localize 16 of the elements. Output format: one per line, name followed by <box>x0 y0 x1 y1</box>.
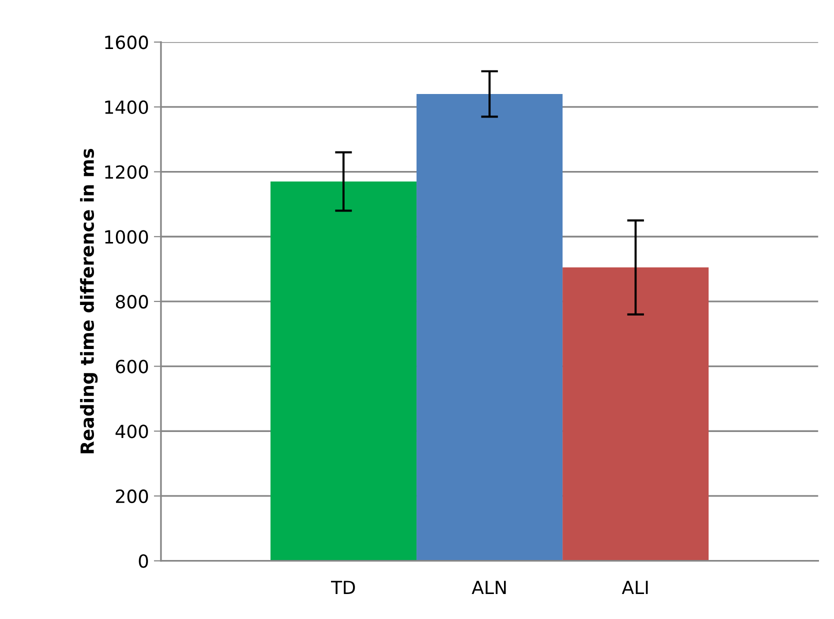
y-tick-label: 600 <box>116 360 148 374</box>
y-tick-label: 0 <box>138 554 148 568</box>
bar <box>562 267 709 561</box>
x-tick-label: TD <box>330 580 355 594</box>
y-tick-label: 1000 <box>105 230 148 244</box>
y-tick-label: 200 <box>116 489 148 504</box>
x-tick-label: ALI <box>622 580 648 594</box>
y-tick-label: 800 <box>116 294 148 309</box>
y-tick-label: 400 <box>116 424 148 438</box>
y-axis-title: Reading time difference in ms <box>80 148 98 454</box>
y-tick-label: 1600 <box>105 36 148 50</box>
y-tick-label: 1400 <box>105 100 148 114</box>
y-tick-label: 1200 <box>105 165 148 179</box>
x-tick-label: ALN <box>472 580 506 594</box>
bar <box>270 182 417 561</box>
bar <box>416 94 563 561</box>
